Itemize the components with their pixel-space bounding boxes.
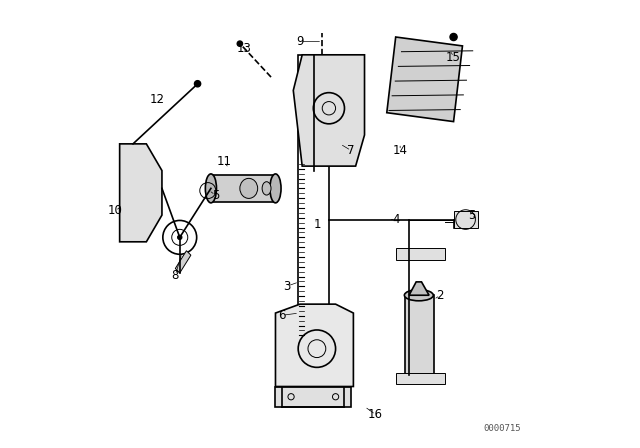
Text: 14: 14: [393, 144, 408, 157]
Text: 5: 5: [468, 209, 475, 222]
Bar: [211, 175, 275, 202]
Polygon shape: [275, 304, 353, 387]
Text: 3: 3: [283, 280, 291, 293]
Ellipse shape: [205, 174, 216, 203]
Text: 7: 7: [348, 144, 355, 157]
Bar: [454, 211, 478, 228]
Ellipse shape: [404, 290, 433, 301]
Circle shape: [237, 41, 243, 46]
Ellipse shape: [262, 182, 271, 195]
Text: 5: 5: [212, 189, 219, 202]
Bar: [396, 249, 445, 260]
Ellipse shape: [240, 178, 258, 198]
Text: 13: 13: [237, 42, 252, 55]
Text: 1: 1: [314, 217, 321, 231]
Text: 15: 15: [446, 51, 461, 64]
Text: 16: 16: [368, 408, 383, 421]
Circle shape: [177, 235, 182, 240]
Circle shape: [195, 81, 201, 87]
Polygon shape: [409, 282, 429, 295]
Text: 0000715: 0000715: [484, 424, 522, 433]
Text: 9: 9: [296, 35, 304, 48]
Polygon shape: [298, 55, 329, 393]
Bar: [275, 387, 351, 406]
Bar: [396, 373, 445, 384]
Ellipse shape: [270, 174, 281, 203]
Bar: [404, 295, 433, 375]
Polygon shape: [120, 144, 162, 242]
Text: 11: 11: [217, 155, 232, 168]
Polygon shape: [175, 251, 191, 273]
Text: 12: 12: [150, 93, 165, 106]
Polygon shape: [387, 37, 463, 121]
Polygon shape: [293, 55, 365, 166]
Text: 4: 4: [392, 213, 399, 226]
Text: 8: 8: [172, 269, 179, 282]
Circle shape: [450, 34, 457, 41]
Text: 2: 2: [436, 289, 444, 302]
Text: 6: 6: [278, 309, 286, 322]
Text: 10: 10: [108, 204, 123, 217]
